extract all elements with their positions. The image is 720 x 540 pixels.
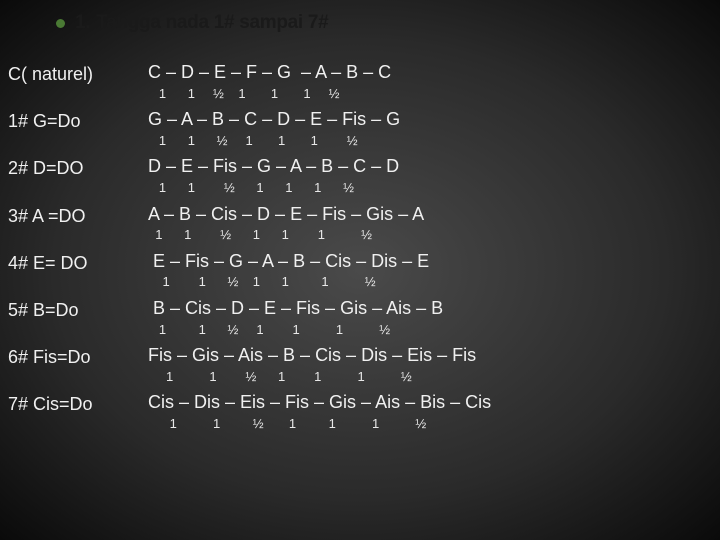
scale-row: 4# E= DO E – Fis – G – A – B – Cis – Dis…: [0, 251, 720, 290]
scale-label: 7# Cis=Do: [0, 392, 148, 415]
scale-notes: C – D – E – F – G – A – B – C: [148, 62, 720, 84]
scale-notes: G – A – B – C – D – E – Fis – G: [148, 109, 720, 131]
scale-row: 1# G=DoG – A – B – C – D – E – Fis – G 1…: [0, 109, 720, 148]
scale-label: 1# G=Do: [0, 109, 148, 132]
title-bullet: [56, 19, 65, 28]
scale-label: 4# E= DO: [0, 251, 148, 274]
scale-row: 3# A =DOA – B – Cis – D – E – Fis – Gis …: [0, 204, 720, 243]
scale-row: 7# Cis=DoCis – Dis – Eis – Fis – Gis – A…: [0, 392, 720, 431]
scale-intervals: 1 1 ½ 1 1 1 ½: [148, 180, 720, 196]
scale-notes: Fis – Gis – Ais – B – Cis – Dis – Eis – …: [148, 345, 720, 367]
scale-notes-col: Fis – Gis – Ais – B – Cis – Dis – Eis – …: [148, 345, 720, 384]
scale-label: C( naturel): [0, 62, 148, 85]
scale-intervals: 1 1 ½ 1 1 1 ½: [148, 416, 720, 432]
title-number: 1.: [75, 12, 90, 34]
scale-notes: D – E – Fis – G – A – B – C – D: [148, 156, 720, 178]
scale-notes: Cis – Dis – Eis – Fis – Gis – Ais – Bis …: [148, 392, 720, 414]
scales-table: C( naturel)C – D – E – F – G – A – B – C…: [0, 62, 720, 440]
scale-intervals: 1 1 ½ 1 1 1 ½: [148, 274, 720, 290]
scale-notes-col: B – Cis – D – E – Fis – Gis – Ais – B 1 …: [148, 298, 720, 337]
scale-row: C( naturel)C – D – E – F – G – A – B – C…: [0, 62, 720, 101]
scale-row: 5# B=Do B – Cis – D – E – Fis – Gis – Ai…: [0, 298, 720, 337]
scale-label: 6# Fis=Do: [0, 345, 148, 368]
scale-row: 6# Fis=DoFis – Gis – Ais – B – Cis – Dis…: [0, 345, 720, 384]
scale-label: 3# A =DO: [0, 204, 148, 227]
scale-label: 5# B=Do: [0, 298, 148, 321]
scale-notes-col: E – Fis – G – A – B – Cis – Dis – E 1 1 …: [148, 251, 720, 290]
scale-notes-col: G – A – B – C – D – E – Fis – G 1 1 ½ 1 …: [148, 109, 720, 148]
scale-notes-col: Cis – Dis – Eis – Fis – Gis – Ais – Bis …: [148, 392, 720, 431]
scale-notes: B – Cis – D – E – Fis – Gis – Ais – B: [148, 298, 720, 320]
title-text: Tangga nada 1# sampai 7#: [96, 12, 328, 34]
scale-intervals: 1 1 ½ 1 1 1 ½: [148, 369, 720, 385]
scale-label: 2# D=DO: [0, 156, 148, 179]
slide-title: 1. Tangga nada 1# sampai 7#: [56, 12, 328, 34]
scale-intervals: 1 1 ½ 1 1 1 ½: [148, 322, 720, 338]
scale-notes-col: D – E – Fis – G – A – B – C – D 1 1 ½ 1 …: [148, 156, 720, 195]
scale-notes-col: A – B – Cis – D – E – Fis – Gis – A 1 1 …: [148, 204, 720, 243]
scale-row: 2# D=DOD – E – Fis – G – A – B – C – D 1…: [0, 156, 720, 195]
scale-notes: E – Fis – G – A – B – Cis – Dis – E: [148, 251, 720, 273]
scale-notes-col: C – D – E – F – G – A – B – C 1 1 ½ 1 1 …: [148, 62, 720, 101]
scale-intervals: 1 1 ½ 1 1 1 ½: [148, 133, 720, 149]
scale-notes: A – B – Cis – D – E – Fis – Gis – A: [148, 204, 720, 226]
scale-intervals: 1 1 ½ 1 1 1 ½: [148, 227, 720, 243]
scale-intervals: 1 1 ½ 1 1 1 ½: [148, 86, 720, 102]
